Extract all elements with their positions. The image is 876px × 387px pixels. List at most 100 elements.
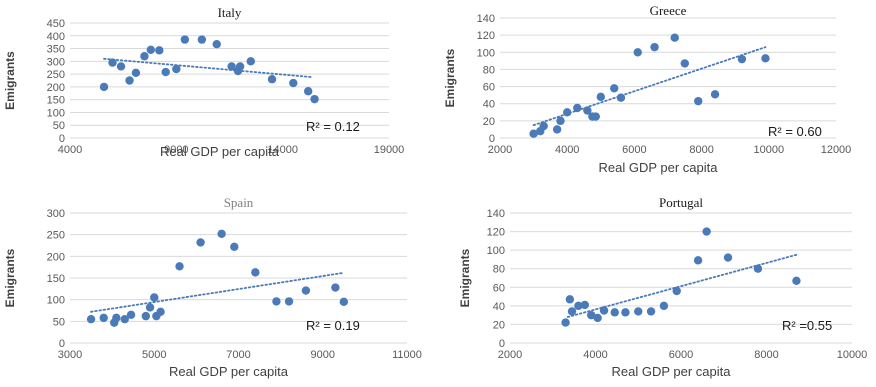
data-point [86,314,96,324]
data-point [141,311,151,321]
y-tick-label: 20 [493,319,505,331]
data-point [267,75,277,84]
x-tick-label: 4000 [555,144,579,156]
y-tick-label: 0 [499,338,505,350]
y-tick-label: 150 [47,273,65,285]
x-axis-title: Real GDP per capita [169,364,289,379]
data-point [650,42,659,52]
y-tick-label: 20 [483,116,495,128]
data-point [99,82,109,92]
x-tick-label: 2000 [498,349,522,361]
data-point [563,108,572,117]
r-squared-label: R² = 0.60 [768,124,822,139]
data-point [702,227,711,236]
y-tick-label: 300 [47,56,65,68]
data-point [529,129,538,138]
data-point [610,308,619,317]
y-tick-label: 100 [47,295,65,307]
data-point [556,116,565,126]
data-point [761,54,770,63]
data-point [580,300,590,310]
data-point [197,35,207,44]
x-tick-label: 2000 [488,144,512,156]
y-tick-label: 140 [477,13,495,25]
y-tick-label: 120 [477,30,495,42]
data-point [565,295,575,304]
data-point [180,35,190,44]
x-tick-label: 4000 [58,144,82,156]
x-tick-label: 6000 [622,144,646,156]
data-point [289,78,298,88]
y-tick-label: 0 [489,133,495,145]
y-tick-label: 40 [483,99,495,111]
data-point [303,87,313,96]
y-tick-label: 250 [47,69,65,81]
y-tick-label: 450 [47,18,65,30]
x-tick-label: 10000 [754,144,785,156]
r-squared-label: R² = 0.19 [306,318,360,333]
trendline [532,46,767,127]
chart-panel: 0 20 40 60 80 100 120 140 2000 4000 6000 8000 10000 1… [443,3,851,175]
x-tick-label: 6000 [669,349,693,361]
data-point [670,33,679,42]
data-point [596,92,605,102]
data-point [246,57,255,66]
data-point [235,62,245,71]
chart-panel: 0 20 40 60 80 100 120 140 2000 4000 6000 8000 10000 P… [458,195,867,379]
y-tick-label: 50 [53,120,65,132]
x-tick-label: 19000 [374,144,405,156]
x-tick-label: 10000 [837,349,868,361]
data-point [331,283,340,292]
data-point [156,307,165,316]
data-point [587,310,596,320]
y-tick-label: 200 [47,82,65,94]
data-point [633,48,642,57]
y-tick-label: 120 [487,227,505,239]
y-tick-label: 400 [47,31,65,43]
data-point [591,112,600,121]
x-tick-label: 5000 [142,349,166,361]
x-axis-title: Real GDP per capita [612,364,732,379]
data-point [272,297,281,306]
trendline [90,271,345,313]
data-point [230,242,239,251]
y-tick-label: 100 [487,245,505,257]
data-point [621,308,630,317]
y-tick-label: 150 [47,95,65,107]
x-tick-label: 11000 [392,349,422,361]
y-tick-label: 40 [493,301,505,313]
y-tick-label: 80 [493,264,505,276]
data-point [301,286,311,295]
data-point [659,301,669,311]
data-point [599,306,609,315]
chart-title: Italy [218,5,242,20]
data-point [251,268,260,277]
x-tick-label: 9000 [164,144,188,156]
data-point [792,276,801,285]
x-axis-title: Real GDP per capita [599,160,719,175]
y-tick-label: 60 [483,82,495,94]
x-tick-label: 8000 [689,144,713,156]
data-point [610,84,619,93]
data-point [284,297,294,306]
x-tick-label: 9000 [311,349,335,361]
data-point [646,307,656,316]
data-point [146,45,156,55]
r-squared-label: R² = 0.12 [306,119,360,134]
data-point [561,318,570,327]
data-point [212,40,221,49]
data-point [574,301,583,311]
y-tick-label: 350 [47,44,65,56]
y-tick-label: 200 [47,251,65,263]
y-tick-label: 80 [483,64,495,76]
data-point [723,253,733,262]
x-tick-label: 7000 [226,349,250,361]
data-point [155,46,164,55]
y-tick-label: 0 [59,338,65,350]
y-tick-label: 300 [47,208,65,220]
y-axis-title: Emigrants [3,248,17,307]
data-point [539,121,548,131]
y-axis-title: Emigrants [443,48,457,107]
chart-title: Greece [650,3,687,18]
